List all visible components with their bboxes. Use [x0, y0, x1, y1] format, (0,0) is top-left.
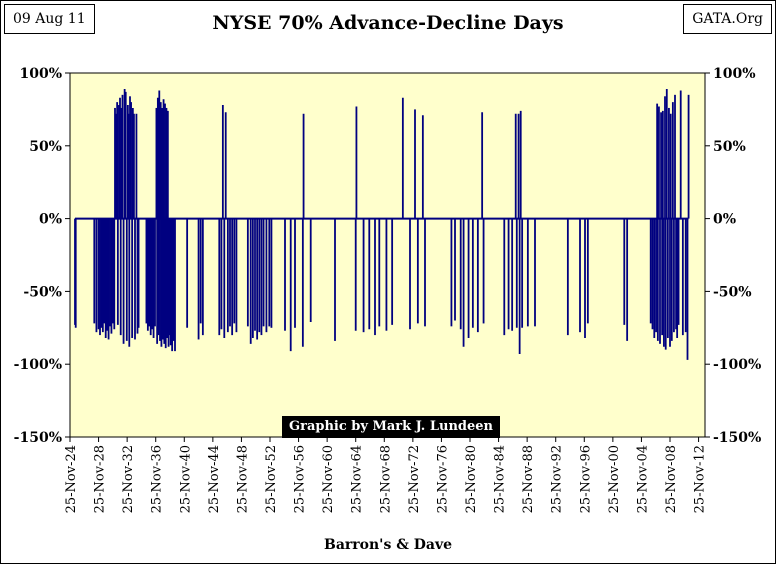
x-axis: 25-Nov-24 25-Nov-28 25-Nov-32 25-Nov-36 25-N…: [64, 437, 708, 513]
x-tick-label: 25-Nov-64: [350, 445, 365, 513]
source-label: GATA.Org: [683, 4, 772, 34]
x-axis-label: Barron's & Dave: [324, 537, 452, 553]
bars-group: [74, 89, 690, 360]
x-tick-label: 25-Nov-08: [664, 445, 679, 513]
y-tick-label-left: -100%: [14, 357, 62, 373]
x-tick-label: 25-Nov-92: [550, 445, 565, 513]
x-tick-label: 25-Nov-40: [178, 445, 193, 513]
x-tick-label: 25-Nov-68: [378, 445, 393, 513]
y-tick-label-left: -150%: [14, 430, 62, 446]
y-tick-label-right: -100%: [713, 357, 761, 373]
x-tick-label: 25-Nov-00: [607, 445, 622, 513]
x-tick-label: 25-Nov-32: [121, 445, 136, 513]
x-tick-label: 25-Nov-56: [293, 445, 308, 513]
y-axis-right: 100% 50% 0% -50% -100% -150%: [705, 66, 761, 446]
x-tick-label: 25-Nov-88: [521, 445, 536, 513]
date-label: 09 Aug 11: [4, 4, 95, 34]
x-tick-label: 25-Nov-52: [264, 445, 279, 513]
x-tick-label: 25-Nov-04: [635, 445, 650, 513]
x-tick-label: 25-Nov-48: [235, 445, 250, 513]
x-tick-label: 25-Nov-12: [693, 445, 708, 513]
y-tick-label-right: 50%: [713, 139, 746, 155]
y-axis-left: 100% 50% 0% -50% -100% -150%: [14, 66, 70, 446]
y-tick-label-right: 100%: [713, 66, 756, 82]
y-tick-label-left: 50%: [29, 139, 62, 155]
y-tick-label-right: -150%: [713, 430, 761, 446]
y-tick-label-right: -50%: [713, 284, 752, 300]
credit-label: Graphic by Mark J. Lundeen: [282, 416, 500, 438]
y-tick-label-left: -50%: [23, 284, 62, 300]
x-tick-label: 25-Nov-24: [64, 445, 79, 513]
chart-title: NYSE 70% Advance-Decline Days: [212, 12, 564, 34]
x-tick-label: 25-Nov-84: [493, 445, 508, 513]
x-tick-label: 25-Nov-76: [435, 445, 450, 513]
x-tick-label: 25-Nov-28: [93, 445, 108, 513]
x-tick-label: 25-Nov-96: [578, 445, 593, 513]
y-tick-label-right: 0%: [713, 212, 736, 228]
y-tick-label-left: 100%: [19, 66, 62, 82]
x-tick-label: 25-Nov-60: [321, 445, 336, 513]
x-tick-label: 25-Nov-80: [464, 445, 479, 513]
x-tick-label: 25-Nov-44: [207, 445, 222, 513]
y-tick-label-left: 0%: [39, 212, 62, 228]
x-tick-label: 25-Nov-36: [150, 445, 165, 513]
x-tick-label: 25-Nov-72: [407, 445, 422, 513]
